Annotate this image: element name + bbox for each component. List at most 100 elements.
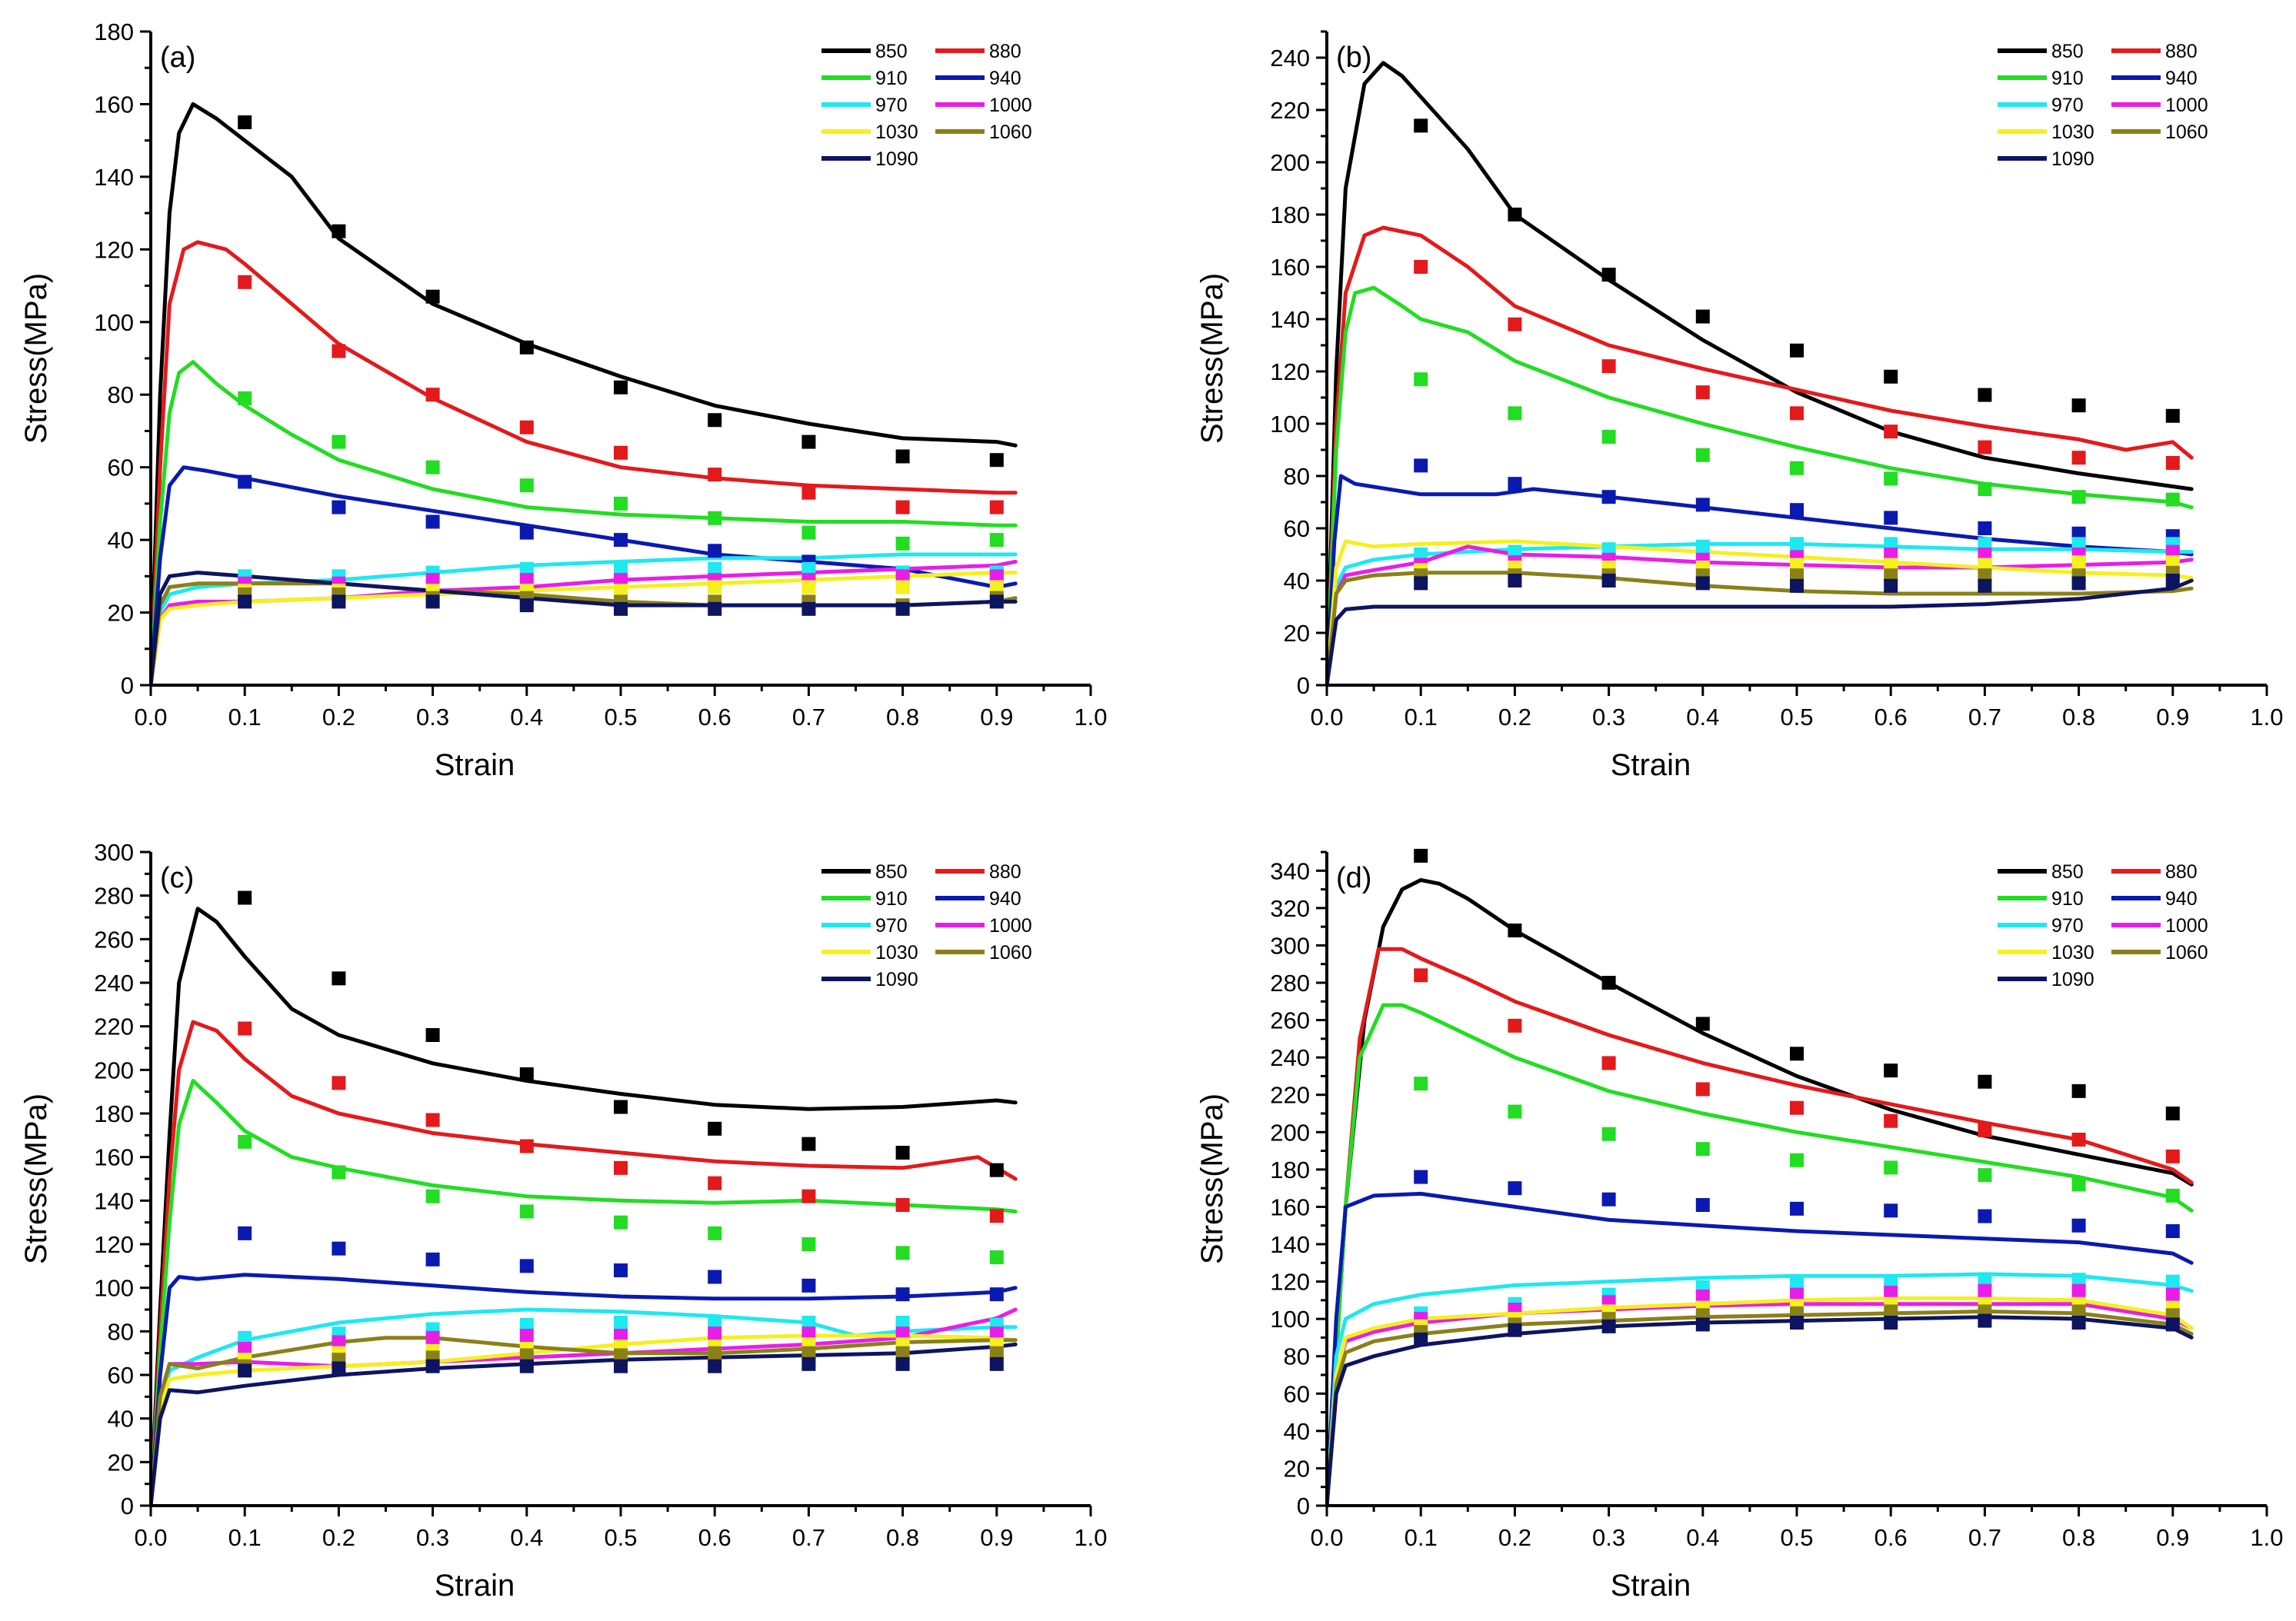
data-point	[332, 434, 346, 449]
legend-label: 1030	[2051, 942, 2094, 964]
legend-label: 1000	[989, 95, 1032, 116]
data-point	[238, 1021, 252, 1036]
x-tick-label: 0.6	[1874, 1524, 1908, 1551]
data-point	[238, 1226, 252, 1240]
legend-label: 1090	[2051, 148, 2094, 170]
data-point	[238, 1342, 252, 1356]
x-tick-label: 0.1	[1405, 1524, 1438, 1551]
y-tick-label: 120	[1270, 358, 1310, 385]
data-point	[708, 1226, 722, 1240]
y-tick-label: 120	[94, 1231, 134, 1258]
legend-item: 850	[1998, 861, 2084, 883]
y-tick-label: 280	[1270, 970, 1310, 997]
panel-label: (a)	[160, 42, 195, 74]
data-point	[801, 1189, 816, 1203]
data-point	[708, 561, 722, 576]
data-point	[519, 1139, 534, 1153]
y-tick-label: 200	[1270, 1119, 1310, 1146]
y-tick-label: 140	[94, 1187, 134, 1214]
data-point	[989, 500, 1004, 514]
y-tick-label: 60	[1284, 1380, 1310, 1407]
data-point	[801, 561, 816, 576]
data-point	[1790, 1100, 1804, 1115]
y-tick-label: 0	[121, 672, 134, 699]
data-point	[895, 1287, 910, 1302]
data-point	[1414, 1170, 1428, 1184]
data-point	[1414, 260, 1428, 274]
legend-label: 1030	[875, 942, 918, 964]
data-point	[2165, 544, 2180, 559]
legend-label: 1090	[875, 148, 918, 170]
data-point	[1695, 539, 1710, 554]
y-tick-label: 80	[1284, 463, 1310, 490]
data-point	[614, 584, 628, 598]
y-tick-label: 180	[1270, 201, 1310, 228]
data-point	[2165, 1107, 2180, 1120]
data-point	[1601, 359, 1616, 374]
legend-item: 1090	[1998, 969, 2094, 990]
x-tick-label: 0.2	[1498, 704, 1531, 731]
legend-item: 1090	[821, 148, 918, 170]
legend-label: 1060	[2165, 942, 2208, 964]
data-point	[1508, 208, 1522, 221]
chart-panel: 0.0 0.1 0.2 0.3 0.4 0.5 0.6 0.7 0.8 0.9 1.0 0 20 40 60…	[19, 839, 1108, 1603]
series-line	[1327, 1302, 2194, 1507]
series-line	[151, 559, 1018, 687]
data-point	[614, 533, 628, 548]
y-tick-label: 100	[94, 1275, 134, 1302]
x-tick-label: 0.4	[1686, 704, 1719, 731]
data-point	[2071, 1273, 2086, 1287]
data-point	[1695, 498, 1710, 512]
data-point	[2071, 1133, 2086, 1147]
data-point	[238, 275, 252, 289]
x-tick-label: 0.8	[2062, 1524, 2095, 1551]
x-axis-title: Strain	[435, 1569, 515, 1603]
data-point	[1884, 369, 1898, 384]
legend-item: 880	[2111, 41, 2198, 62]
data-point	[1601, 1127, 1616, 1141]
legend-item: 940	[935, 888, 1021, 910]
panel-label: (d)	[1336, 862, 1371, 894]
data-point	[1508, 574, 1522, 587]
y-tick-label: 180	[94, 1100, 134, 1127]
y-tick-label: 40	[1284, 568, 1310, 594]
data-point	[2071, 1218, 2086, 1233]
data-point	[614, 1316, 628, 1330]
legend-item: 1060	[935, 121, 1032, 143]
data-point	[425, 573, 440, 587]
y-tick-label: 40	[108, 527, 134, 554]
data-point	[332, 1076, 346, 1090]
data-point	[895, 1356, 910, 1371]
x-axis-title: Strain	[435, 748, 515, 782]
data-point	[1601, 1319, 1616, 1333]
data-point	[989, 580, 1004, 594]
data-point	[425, 1028, 440, 1042]
legend-label: 850	[2051, 861, 2084, 883]
data-point	[2165, 456, 2180, 470]
data-point	[1695, 1290, 1710, 1303]
legend-item: 940	[2111, 888, 2198, 910]
data-point	[519, 478, 534, 493]
legend-label: 910	[875, 888, 908, 910]
legend-item: 880	[935, 41, 1021, 62]
x-tick-label: 1.0	[1074, 1524, 1107, 1551]
data-point	[1790, 1316, 1804, 1330]
y-tick-label: 60	[108, 1362, 134, 1389]
data-point	[519, 573, 534, 587]
series-line	[151, 1342, 1018, 1507]
data-point	[1695, 1017, 1710, 1031]
data-point	[425, 460, 440, 474]
legend-label: 940	[2165, 68, 2198, 89]
data-point	[801, 1356, 816, 1371]
data-point	[989, 569, 1004, 584]
data-point	[708, 601, 722, 616]
data-point	[1695, 576, 1710, 591]
y-tick-label: 0	[121, 1493, 134, 1519]
y-tick-label: 160	[1270, 1193, 1310, 1220]
series-line	[1327, 571, 2194, 687]
data-point	[332, 500, 346, 514]
data-point	[1790, 578, 1804, 593]
data-point	[1884, 1316, 1898, 1330]
data-point	[1884, 1160, 1898, 1175]
data-point	[2071, 576, 2086, 591]
